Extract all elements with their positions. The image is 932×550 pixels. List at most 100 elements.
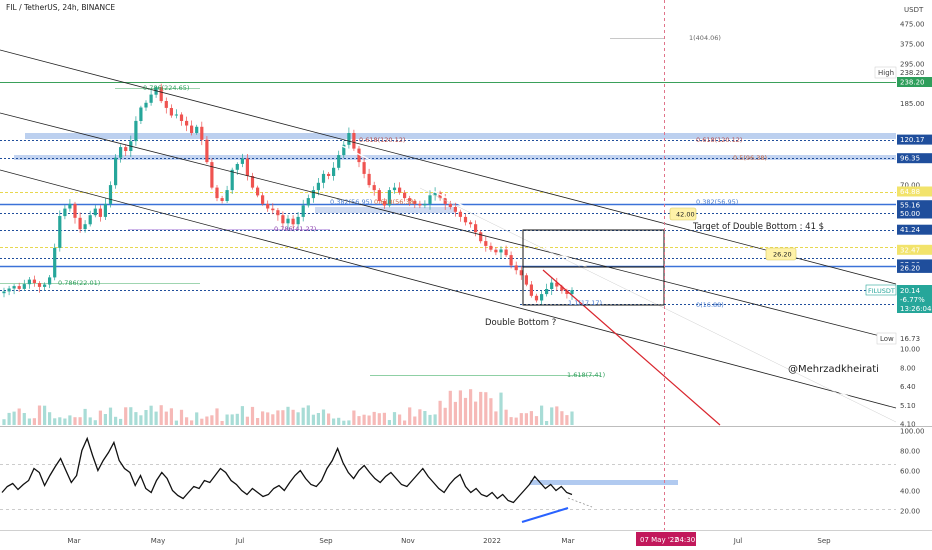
candle-body[interactable]	[169, 108, 173, 116]
candle-body[interactable]	[32, 279, 36, 283]
candle-body[interactable]	[7, 288, 11, 292]
candle-body[interactable]	[540, 294, 544, 301]
candle-body[interactable]	[560, 286, 564, 291]
candle-body[interactable]	[12, 286, 16, 289]
candle-body[interactable]	[367, 173, 371, 186]
candle-body[interactable]	[245, 158, 249, 177]
candle-body[interactable]	[570, 290, 574, 295]
candle-body[interactable]	[281, 215, 285, 224]
candle-body[interactable]	[37, 283, 42, 287]
candle-body[interactable]	[2, 291, 6, 294]
candle-body[interactable]	[474, 224, 478, 233]
candle-body[interactable]	[271, 208, 275, 211]
candle-body[interactable]	[504, 249, 508, 256]
candle-body[interactable]	[179, 114, 184, 122]
candle-body[interactable]	[114, 157, 118, 186]
candle-body[interactable]	[215, 187, 219, 199]
candle-body[interactable]	[73, 203, 77, 218]
candle-body[interactable]	[311, 190, 315, 199]
candle-body[interactable]	[220, 198, 224, 201]
candle-body[interactable]	[332, 167, 336, 176]
candle-body[interactable]	[377, 190, 381, 201]
candle-body[interactable]	[321, 173, 326, 183]
candle-body[interactable]	[225, 190, 229, 201]
candle-body[interactable]	[550, 282, 554, 289]
candle-body[interactable]	[428, 195, 432, 204]
candle-body[interactable]	[413, 201, 417, 204]
candle-body[interactable]	[337, 155, 341, 168]
candle-body[interactable]	[418, 203, 422, 206]
candle-body[interactable]	[139, 107, 143, 122]
candle-body[interactable]	[524, 275, 528, 285]
candle-body[interactable]	[519, 270, 523, 276]
candle-body[interactable]	[514, 265, 518, 271]
white-trend-line[interactable]	[329, 139, 897, 421]
candle-body[interactable]	[88, 215, 92, 225]
candle-body[interactable]	[48, 277, 52, 285]
candle-body[interactable]	[124, 147, 128, 151]
candle-body[interactable]	[387, 190, 391, 206]
candle-body[interactable]	[240, 158, 244, 164]
candle-body[interactable]	[17, 286, 21, 289]
candle-body[interactable]	[529, 284, 533, 296]
candle-body[interactable]	[534, 295, 539, 301]
candle-body[interactable]	[342, 144, 346, 156]
inner-box[interactable]	[522, 266, 665, 306]
candle-body[interactable]	[250, 176, 255, 188]
candle-body[interactable]	[119, 147, 123, 158]
candle-body[interactable]	[93, 208, 97, 216]
candle-body[interactable]	[58, 216, 62, 248]
candle-body[interactable]	[555, 282, 559, 287]
rsi-line[interactable]	[1, 436, 573, 504]
candle-body[interactable]	[174, 114, 178, 116]
candle-body[interactable]	[27, 279, 31, 285]
channel-mid-line[interactable]	[0, 112, 897, 341]
candle-body[interactable]	[98, 208, 102, 217]
candle-body[interactable]	[144, 102, 148, 108]
candle-body[interactable]	[22, 284, 26, 289]
candle-body[interactable]	[164, 101, 168, 108]
candle-body[interactable]	[195, 126, 199, 133]
candle-body[interactable]	[185, 120, 189, 126]
candle-body[interactable]	[103, 203, 107, 217]
candle-body[interactable]	[43, 284, 47, 287]
candle-body[interactable]	[78, 217, 82, 230]
candle-body[interactable]	[235, 164, 239, 170]
candle-body[interactable]	[489, 245, 493, 250]
candle-body[interactable]	[372, 185, 376, 191]
candle-body[interactable]	[261, 195, 265, 204]
candle-body[interactable]	[296, 216, 300, 225]
candle-body[interactable]	[256, 187, 260, 196]
candle-body[interactable]	[200, 126, 204, 140]
red-projection-line[interactable]	[542, 269, 721, 426]
candle-body[interactable]	[68, 203, 72, 209]
candle-body[interactable]	[276, 210, 280, 216]
candle-body[interactable]	[352, 133, 356, 149]
candle-body[interactable]	[291, 218, 295, 225]
candle-body[interactable]	[469, 222, 473, 225]
candle-body[interactable]	[190, 125, 194, 133]
candle-body[interactable]	[53, 247, 57, 278]
candle-body[interactable]	[499, 249, 503, 253]
candle-body[interactable]	[357, 148, 361, 163]
candle-body[interactable]	[108, 185, 113, 204]
channel-bottom-line[interactable]	[0, 169, 897, 409]
candle-body[interactable]	[494, 249, 498, 253]
candle-body[interactable]	[453, 207, 457, 212]
candle-body[interactable]	[433, 192, 437, 196]
candle-body[interactable]	[408, 198, 412, 201]
candle-body[interactable]	[210, 162, 214, 188]
candle-body[interactable]	[266, 203, 270, 209]
candle-body[interactable]	[382, 201, 386, 206]
candle-body[interactable]	[484, 241, 488, 246]
candle-body[interactable]	[448, 203, 452, 207]
candle-body[interactable]	[438, 192, 442, 199]
candle-body[interactable]	[509, 255, 513, 266]
candle-body[interactable]	[83, 224, 87, 230]
rsi-divergence-line[interactable]	[521, 507, 569, 523]
candle-body[interactable]	[149, 94, 153, 103]
candle-body[interactable]	[230, 169, 234, 191]
candle-body[interactable]	[403, 192, 407, 199]
candle-body[interactable]	[565, 290, 569, 294]
